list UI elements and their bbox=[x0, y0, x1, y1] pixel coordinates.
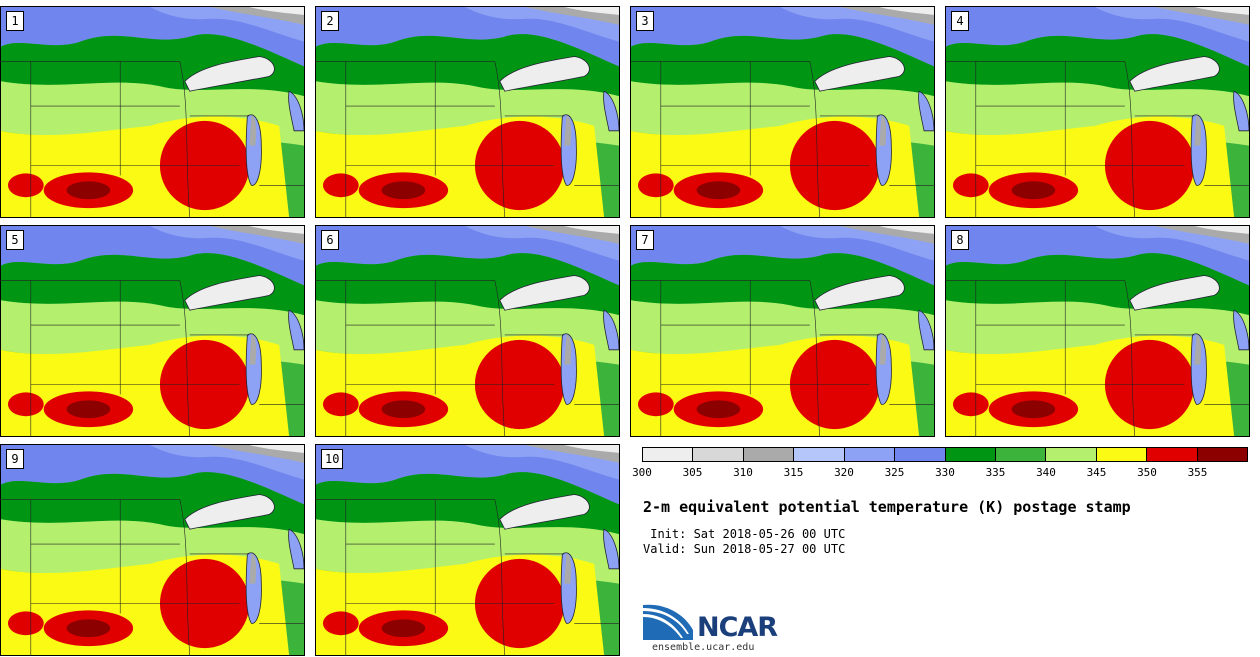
theta-e-map bbox=[1, 7, 304, 217]
member-number: 3 bbox=[636, 11, 654, 31]
postage-stamp-panel-1: 1 bbox=[0, 6, 305, 218]
colorbar-segment bbox=[794, 448, 845, 461]
member-number: 8 bbox=[951, 230, 969, 250]
colorbar-segment bbox=[895, 448, 946, 461]
init-time: Init: Sat 2018-05-26 00 UTC bbox=[643, 527, 846, 541]
colorbar-tick-label: 330 bbox=[935, 466, 955, 479]
theta-e-map bbox=[946, 7, 1249, 217]
postage-stamp-panel-10: 10 bbox=[315, 444, 620, 656]
colorbar-tick-label: 315 bbox=[783, 466, 804, 479]
colorbar-segment bbox=[945, 448, 996, 461]
postage-stamp-panel-7: 7 bbox=[630, 225, 935, 437]
colorbar-tick-label: 355 bbox=[1187, 466, 1208, 479]
colorbar-segment bbox=[1197, 448, 1248, 461]
colorbar-tick-label: 305 bbox=[682, 466, 703, 479]
member-number: 9 bbox=[6, 449, 24, 469]
colorbar-tick-label: 340 bbox=[1036, 466, 1056, 479]
postage-stamp-panel-8: 8 bbox=[945, 225, 1250, 437]
colorbar-tick-label: 320 bbox=[834, 466, 854, 479]
colorbar-tick-label: 325 bbox=[884, 466, 905, 479]
colorbar-segment bbox=[693, 448, 744, 461]
colorbar-tick-label: 310 bbox=[733, 466, 753, 479]
colorbar-segment bbox=[995, 448, 1047, 461]
ncar-logo-icon bbox=[643, 604, 693, 640]
logo-url: ensemble.ucar.edu bbox=[652, 642, 755, 653]
valid-time: Valid: Sun 2018-05-27 00 UTC bbox=[643, 542, 846, 556]
member-number: 2 bbox=[321, 11, 339, 31]
member-number: 6 bbox=[321, 230, 339, 250]
theta-e-map bbox=[631, 226, 934, 436]
colorbar-segment bbox=[643, 448, 694, 461]
postage-stamp-panel-3: 3 bbox=[630, 6, 935, 218]
colorbar-segment bbox=[1096, 448, 1148, 461]
postage-stamp-panel-2: 2 bbox=[315, 6, 620, 218]
figure-title: 2-m equivalent potential temperature (K)… bbox=[643, 498, 1131, 516]
colorbar-segment bbox=[1147, 448, 1198, 461]
member-number: 7 bbox=[636, 230, 654, 250]
colorbar-segment bbox=[743, 448, 795, 461]
postage-stamp-panel-5: 5 bbox=[0, 225, 305, 437]
member-number: 5 bbox=[6, 230, 24, 250]
theta-e-map bbox=[316, 7, 619, 217]
theta-e-map bbox=[631, 7, 934, 217]
member-number: 4 bbox=[951, 11, 969, 31]
theta-e-map bbox=[946, 226, 1249, 436]
postage-stamp-panel-4: 4 bbox=[945, 6, 1250, 218]
colorbar-segment bbox=[1046, 448, 1097, 461]
postage-stamp-panel-9: 9 bbox=[0, 444, 305, 656]
member-number: 1 bbox=[6, 11, 24, 31]
theta-e-map bbox=[1, 226, 304, 436]
colorbar-tick-label: 300 bbox=[632, 466, 652, 479]
theta-e-map bbox=[316, 445, 619, 655]
colorbar-segment bbox=[844, 448, 896, 461]
logo-name: NCAR bbox=[697, 612, 778, 643]
colorbar-tick-label: 350 bbox=[1137, 466, 1157, 479]
postage-stamp-panel-6: 6 bbox=[315, 225, 620, 437]
theta-e-map bbox=[1, 445, 304, 655]
colorbar-tick-label: 335 bbox=[985, 466, 1006, 479]
member-number: 10 bbox=[321, 449, 344, 469]
colorbar bbox=[642, 447, 1248, 462]
colorbar-tick-label: 345 bbox=[1086, 466, 1107, 479]
theta-e-map bbox=[316, 226, 619, 436]
